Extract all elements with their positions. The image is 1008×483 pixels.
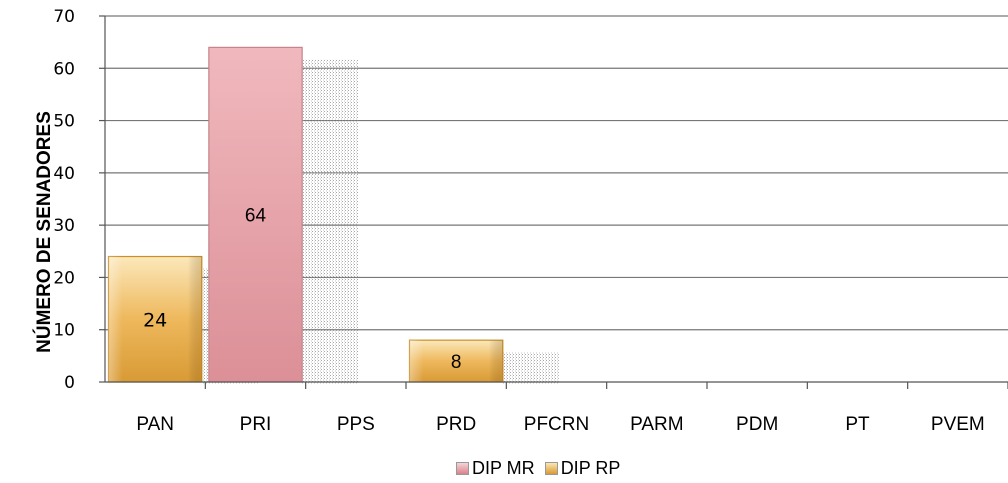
bar-pri <box>208 46 303 383</box>
legend-item-rp: DIP RP <box>544 458 621 479</box>
bars <box>107 46 504 383</box>
y-tick-label-60: 60 <box>53 59 75 79</box>
legend-label-rp: DIP RP <box>560 458 621 478</box>
y-tick-label-70: 70 <box>53 7 75 27</box>
x-tick-label-pan: PAN <box>136 414 174 435</box>
data-label-pan: 24 <box>143 309 167 331</box>
x-tick-label-pfcrn: PFCRN <box>524 414 589 435</box>
axes <box>99 15 1008 389</box>
x-tick-label-pps: PPS <box>337 414 375 435</box>
y-tick-label-10: 10 <box>53 321 75 341</box>
y-tick-label-30: 30 <box>53 216 75 236</box>
y-tick-label-20: 20 <box>53 268 75 288</box>
legend-label-mr: DIP MR <box>472 458 535 478</box>
bar-highlight-prd <box>409 340 503 382</box>
bar-shadow-prd <box>502 352 559 384</box>
legend-item-mr: DIP MR <box>456 458 535 479</box>
labels: 0 10 20 30 40 50 60 70 PAN PRI PPS PRD PFCRN PARM PDM P… <box>33 7 985 435</box>
bar-highlight-pan <box>108 256 202 382</box>
legend-swatch-mr <box>456 462 469 475</box>
x-tick-label-pvem: PVEM <box>931 414 985 435</box>
x-tick-label-pri: PRI <box>240 414 272 435</box>
bar-shadow-pri <box>302 59 359 384</box>
legend: DIP MR DIP RP <box>456 458 620 479</box>
y-tick-label-0: 0 <box>64 373 75 393</box>
data-label-prd: 8 <box>451 352 462 373</box>
data-label-pri: 64 <box>245 206 267 227</box>
x-tick-label-parm: PARM <box>630 414 683 435</box>
legend-swatch-rp <box>544 462 558 475</box>
y-tick-label-40: 40 <box>53 164 75 184</box>
x-tick-label-pt: PT <box>845 414 870 435</box>
y-tick-label-50: 50 <box>53 112 75 132</box>
y-axis-title: NÚMERO DE SENADORES <box>33 111 55 353</box>
x-tick-label-prd: PRD <box>436 414 476 435</box>
x-tick-label-pdm: PDM <box>736 414 778 435</box>
